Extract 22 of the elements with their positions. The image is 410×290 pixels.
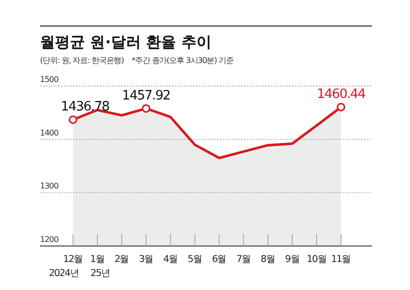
x-tick-label: 8월 xyxy=(260,254,276,265)
y-tick-label: 1500 xyxy=(40,75,59,84)
y-tick-label: 1200 xyxy=(40,235,59,244)
x-tick-label: 10월 xyxy=(306,254,326,265)
x-tick-label: 2월 xyxy=(114,254,129,265)
y-tick-label: 1300 xyxy=(40,182,59,191)
x-tick-label: 3월 xyxy=(138,254,154,265)
x-tick-label: 7월 xyxy=(236,254,251,265)
x-tick-label: 11월 xyxy=(331,254,351,265)
text: *주간 종가(오후 3시30분) 기준 xyxy=(132,56,234,65)
x-tick-label: 1월 25년 xyxy=(90,254,110,279)
data-label: 1460.44 xyxy=(316,87,366,102)
data-label: 1457.92 xyxy=(122,88,170,104)
x-tick-label: 5월 xyxy=(188,254,202,265)
x-tick-label: 4월 xyxy=(163,254,178,265)
chart-subtitle: (단위: 원, 자료: 한국은행) xyxy=(40,56,124,65)
x-tick-label: 6월 xyxy=(212,254,226,265)
x-tick-label: 12월 2024년 xyxy=(48,254,83,279)
chart-title: 월평균 원·달러 환율 추이 xyxy=(40,33,212,51)
x-tick-label: 9월 xyxy=(285,254,300,265)
data-label: 1436.78 xyxy=(60,100,110,115)
y-tick-label: 1400 xyxy=(40,128,59,138)
